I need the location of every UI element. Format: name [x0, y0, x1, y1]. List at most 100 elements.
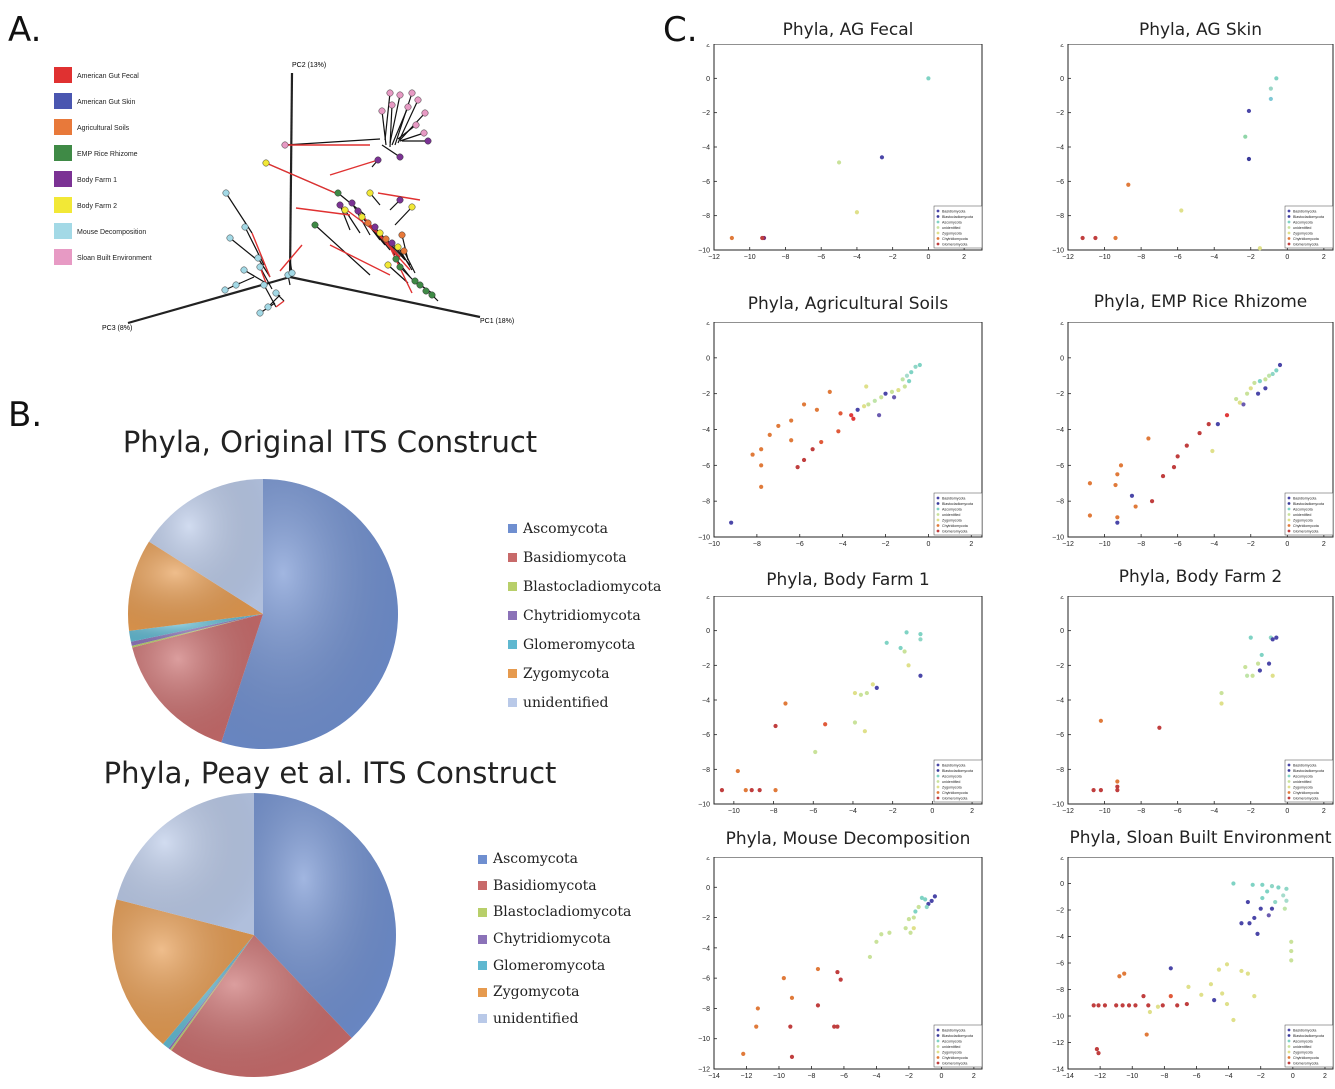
scatter-point — [1289, 958, 1294, 963]
scatter-plot: −10 −8 −6 −4 −2 0 2 −10 −8 −6 −4 −2 0 2 BasidiomycotaB… — [698, 322, 983, 548]
scatter-legend-label: Blastocladiomycota — [942, 1034, 973, 1038]
scatter-point — [883, 391, 888, 396]
scatter-legend-label: Glomeromycota — [1293, 243, 1318, 247]
y-tick-label: −4 — [1056, 698, 1064, 705]
scatter-legend-marker — [936, 209, 940, 213]
pcoa-legend-swatch — [54, 249, 72, 265]
pie-legend-label: unidentified — [523, 694, 609, 711]
scatter-point — [1175, 454, 1180, 459]
pie-legend-label: Blastocladiomycota — [493, 904, 632, 921]
panel-label-b: B. — [8, 395, 43, 435]
scatter-legend-marker — [1287, 209, 1291, 213]
scatter-point — [1186, 984, 1191, 989]
scatter-point — [918, 637, 923, 642]
pcoa-legend-swatch — [54, 93, 72, 109]
scatter-point — [1276, 885, 1281, 890]
scatter-legend-label: Chytridiomycota — [1293, 791, 1319, 795]
pc3-axis-label: PC3 (8%) — [102, 325, 132, 332]
scatter-point — [750, 452, 755, 457]
scatter-legend-marker — [1287, 780, 1291, 783]
scatter-point — [887, 930, 892, 935]
pcoa-point — [264, 303, 272, 311]
x-tick-label: −12 — [1062, 541, 1074, 548]
scatter-legend-marker — [1287, 518, 1291, 522]
scatter-point — [1208, 982, 1214, 987]
pcoa-point — [396, 91, 404, 99]
y-tick-label: −4 — [702, 145, 710, 152]
scatter-point — [1171, 465, 1177, 470]
scatter-point — [1241, 402, 1246, 407]
y-tick-label: 2 — [706, 322, 710, 327]
x-tick-label: −8 — [781, 254, 789, 261]
scatter-point — [1263, 386, 1268, 391]
pie-legend-swatch — [478, 961, 487, 971]
scatter-legend-label: Zygomycota — [1293, 519, 1313, 523]
scatter-legend-label: unidentified — [1293, 780, 1311, 784]
y-tick-label: −10 — [1052, 248, 1064, 255]
y-tick-label: −12 — [1052, 1040, 1064, 1047]
pie1-legend: Ascomycota Basidiomycota Blastocladiomycot… — [508, 514, 661, 717]
pie-legend-item: Zygomycota — [478, 979, 631, 1006]
pcoa-point — [262, 159, 270, 167]
scatter-point — [1260, 895, 1265, 901]
scatter-point — [906, 916, 912, 922]
scatter-point — [1113, 482, 1118, 488]
scatter-point — [1160, 473, 1166, 479]
pcoa-legend-label: American Gut Fecal — [77, 73, 139, 80]
pie-legend-item: Ascomycota — [508, 514, 661, 543]
pie-legend-swatch — [478, 854, 487, 864]
pie-legend-swatch — [508, 669, 517, 678]
scatter-point — [904, 630, 909, 635]
scatter-point — [862, 729, 867, 734]
plot-frame — [713, 857, 983, 1070]
pie-legend-item: Chytridiomycota — [508, 601, 661, 630]
scatter-point — [1115, 788, 1120, 793]
x-tick-label: −4 — [1210, 254, 1218, 261]
scatter-point — [767, 432, 772, 437]
scatter-point — [1098, 788, 1103, 793]
scatter-point — [735, 768, 740, 774]
scatter-point — [1258, 906, 1263, 911]
scatter-point — [864, 384, 869, 389]
pcoa-point — [334, 189, 342, 197]
scatter-point — [1263, 377, 1268, 382]
scatter-point — [1118, 463, 1124, 468]
scatter-legend-label: Blastocladiomycota — [942, 502, 973, 506]
y-tick-label: −6 — [702, 179, 710, 186]
scatter-point — [1115, 784, 1120, 789]
scatter-point — [1157, 725, 1162, 730]
scatter-legend-marker — [936, 791, 940, 794]
pcoa-point — [382, 235, 390, 243]
scatter-legend-marker — [1287, 1061, 1291, 1065]
pcoa-point — [256, 263, 264, 271]
scatter-point — [917, 362, 922, 368]
y-tick-label: −10 — [698, 535, 710, 542]
scatter-legend-marker — [1287, 1034, 1291, 1037]
scatter-point — [801, 402, 807, 407]
x-tick-label: −2 — [889, 254, 897, 261]
scatter-legend-marker — [1287, 215, 1291, 218]
scatter-point — [788, 1024, 793, 1029]
pcoa-point — [396, 153, 404, 161]
pc1-axis-label: PC1 (18%) — [480, 318, 514, 325]
scatter-point — [1284, 886, 1289, 891]
pcoa-point — [288, 269, 296, 277]
scatter-point — [1224, 413, 1230, 418]
scatter-point — [906, 663, 911, 668]
y-tick-label: −6 — [1056, 732, 1064, 739]
y-tick-label: −4 — [1056, 145, 1064, 152]
y-tick-label: −6 — [702, 732, 710, 739]
y-tick-label: −6 — [1056, 463, 1064, 470]
pcoa-legend-swatch — [54, 119, 72, 135]
scatter-point — [1093, 235, 1098, 241]
scatter-point — [1231, 881, 1236, 886]
pie-legend-item: Basidiomycota — [508, 543, 661, 572]
scatter-point — [832, 1024, 837, 1029]
scatter-point — [1248, 386, 1253, 391]
pie-legend-label: Blastocladiomycota — [523, 578, 662, 595]
pcoa-body — [127, 72, 481, 325]
scatter-point — [801, 457, 807, 463]
pcoa-legend-label: Agricultural Soils — [77, 125, 130, 132]
pcoa-point — [366, 189, 374, 197]
scatter-legend-marker — [936, 796, 940, 800]
